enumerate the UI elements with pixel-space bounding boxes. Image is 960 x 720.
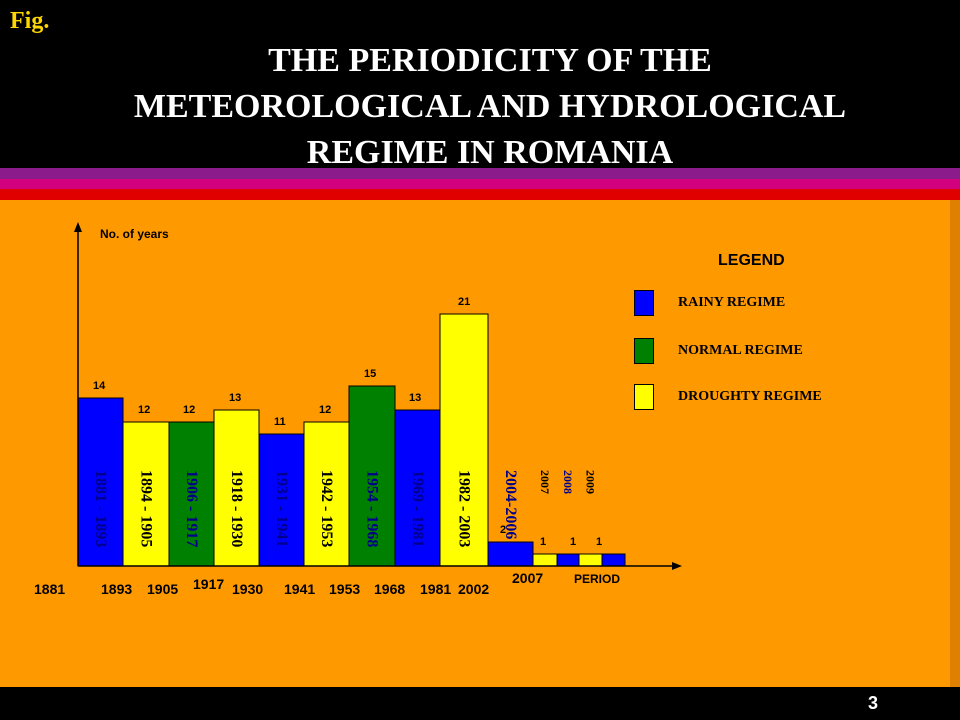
bar-2007 [532, 553, 558, 567]
value-label-1954-1968: 15 [364, 368, 376, 380]
x-tick-label-1968: 1968 [374, 581, 405, 597]
x-tick-label-2007: 2007 [512, 570, 543, 586]
bar-1881-1893 [77, 397, 124, 567]
value-label-1931-1941: 11 [274, 416, 286, 428]
bar-1931-1941 [258, 433, 305, 567]
period-label-2008: 2008 [561, 470, 575, 494]
value-label-1942-1953: 12 [319, 404, 331, 416]
x-tick-label-1941: 1941 [284, 581, 315, 597]
value-label-2009: 1 [596, 536, 602, 548]
x-tick-label-2002: 2002 [458, 581, 489, 597]
panel-edge [950, 200, 960, 687]
legend-label-droughty: DROUGHTY REGIME [678, 389, 822, 404]
period-label-1894-1905: 1894 - 1905 [138, 470, 155, 547]
x-axis-title: PERIOD [574, 572, 620, 586]
period-label-1954-1968: 1954 - 1968 [364, 470, 381, 547]
x-tick-label-1905: 1905 [147, 581, 178, 597]
x-tick-label-1893: 1893 [101, 581, 132, 597]
value-label-1906-1917: 12 [183, 404, 195, 416]
period-label-1982-2003: 1982 - 2003 [456, 470, 473, 547]
footer: 3 [0, 687, 960, 720]
decorative-stripe-red [0, 189, 960, 200]
period-label-2009: 2009 [584, 470, 598, 494]
bar-end [601, 553, 626, 567]
bar-1982-2003 [439, 313, 489, 567]
value-label-2004-2006: 2 [500, 524, 506, 536]
x-tick-label-1917: 1917 [193, 576, 224, 592]
period-label-1881-1893: 1881 - 1893 [92, 470, 109, 547]
page-number: 3 [867, 693, 878, 713]
bar-1906-1917 [168, 421, 215, 567]
value-label-1969-1981: 13 [409, 392, 421, 404]
bar-1894-1905 [122, 421, 170, 567]
value-label-1982-2003: 21 [458, 296, 470, 308]
y-axis-arrow-icon [74, 222, 82, 232]
period-label-1942-1953: 1942 - 1953 [318, 470, 335, 547]
period-label-2004-2006: 2004-2006 [502, 470, 519, 539]
decorative-stripe-purple [0, 168, 960, 179]
decorative-stripe-magenta [0, 179, 960, 189]
bar-2008 [556, 553, 580, 567]
chart-title: THE PERIODICITY OF THE METEOROLOGICAL AN… [133, 42, 847, 171]
bar-2009 [578, 553, 603, 567]
period-label-1906-1917: 1906 - 1917 [183, 470, 200, 547]
legend-swatch-droughty [634, 384, 654, 410]
bar-1954-1968 [348, 385, 396, 567]
value-label-2008: 1 [570, 536, 576, 548]
value-label-2007: 1 [540, 536, 546, 548]
bar-1918-1930 [213, 409, 260, 567]
period-label-1918-1930: 1918 - 1930 [228, 470, 245, 547]
header: Fig. THE PERIODICITY OF THE METEOROLOGIC… [0, 0, 960, 171]
x-tick-label-1981: 1981 [420, 581, 451, 597]
fig-label: Fig. [10, 8, 50, 34]
period-label-2007: 2007 [538, 470, 552, 494]
x-tick-label-1953: 1953 [329, 581, 360, 597]
bar-2004-2006 [487, 541, 534, 567]
value-label-1881-1893: 14 [93, 380, 106, 392]
legend-swatch-normal [634, 338, 654, 364]
x-axis-arrow-icon [672, 562, 682, 570]
y-axis-title: No. of years [100, 227, 169, 241]
legend-label-normal: NORMAL REGIME [678, 343, 803, 358]
value-label-1918-1930: 13 [229, 392, 241, 404]
legend-title: LEGEND [718, 252, 785, 269]
period-label-1969-1981: 1969 - 1981 [409, 470, 426, 547]
legend-label-rainy: RAINY REGIME [678, 295, 786, 310]
x-tick-label-1930: 1930 [232, 581, 263, 597]
value-label-1894-1905: 12 [138, 404, 150, 416]
bar-1969-1981 [394, 409, 441, 567]
bar-1942-1953 [303, 421, 350, 567]
legend-swatch-rainy [634, 290, 654, 316]
x-tick-label-1881: 1881 [34, 581, 65, 597]
period-label-1931-1941: 1931 - 1941 [273, 470, 290, 547]
